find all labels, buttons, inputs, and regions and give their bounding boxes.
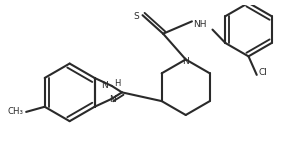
Text: NH: NH bbox=[193, 20, 206, 29]
Text: N: N bbox=[182, 57, 189, 66]
Text: H: H bbox=[114, 79, 120, 88]
Text: S: S bbox=[134, 12, 140, 21]
Text: N: N bbox=[101, 81, 107, 90]
Text: Cl: Cl bbox=[259, 68, 268, 77]
Text: CH₃: CH₃ bbox=[7, 107, 23, 116]
Text: N: N bbox=[109, 95, 116, 104]
